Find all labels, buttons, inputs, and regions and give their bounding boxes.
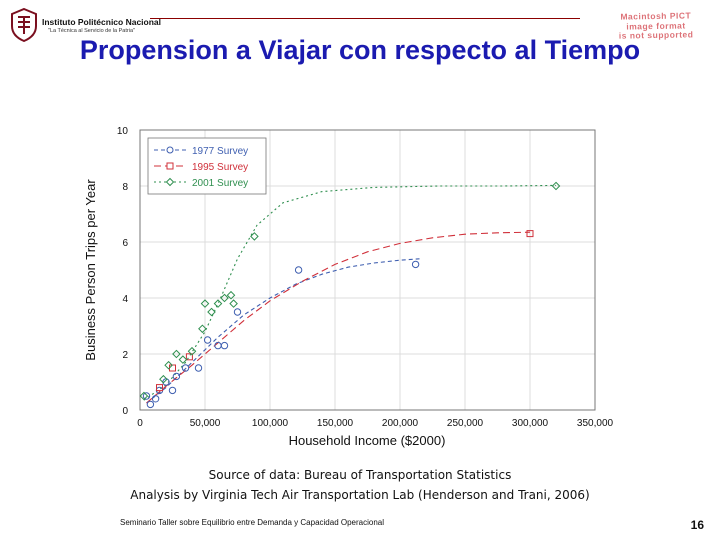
data-point-2001 bbox=[187, 346, 197, 356]
data-point-2001 bbox=[220, 293, 229, 303]
series-curve-diamond bbox=[143, 184, 557, 401]
legend-marker-square bbox=[166, 162, 174, 170]
x-tick-label: 200,000 bbox=[382, 418, 419, 429]
data-point-1995 bbox=[169, 364, 176, 372]
data-point-1977 bbox=[203, 336, 212, 344]
data-point-1977 bbox=[411, 260, 420, 269]
page-number: 16 bbox=[690, 518, 704, 532]
series-curve-circle bbox=[146, 258, 420, 404]
data-point-1977 bbox=[194, 364, 203, 372]
analysis-credit-note: Analysis by Virginia Tech Air Transporta… bbox=[130, 488, 590, 502]
data-point-1977 bbox=[220, 341, 229, 350]
data-point-2001 bbox=[198, 324, 207, 334]
legend-marker-circle bbox=[166, 146, 174, 154]
data-point-1977 bbox=[168, 386, 177, 395]
data-point-2001 bbox=[172, 349, 181, 359]
data-point-2001 bbox=[178, 355, 188, 364]
footer-seminar-name: Seminario Taller sobre Equilibrio entre … bbox=[120, 518, 384, 527]
ipn-logo: Instituto Politécnico Nacional "La Técni… bbox=[10, 8, 170, 44]
data-point-2001 bbox=[226, 290, 236, 300]
y-tick-label: 0 bbox=[122, 406, 128, 417]
data-point-1977 bbox=[294, 266, 303, 274]
chart-legend: 1977 Survey 1995 Survey 2001 Survey bbox=[147, 137, 267, 195]
legend-label: 2001 Survey bbox=[192, 178, 248, 189]
curve-layer bbox=[143, 184, 557, 404]
x-tick-label: 300,000 bbox=[512, 418, 549, 429]
x-tick-label: 50,000 bbox=[190, 418, 221, 429]
data-source-note: Source of data: Bureau of Transportation… bbox=[208, 468, 512, 482]
legend-label: 1995 Survey bbox=[192, 162, 248, 173]
data-point-1977 bbox=[142, 392, 151, 400]
data-point-2001 bbox=[551, 181, 561, 191]
data-point-1995 bbox=[526, 230, 534, 238]
x-tick-label: 350,000 bbox=[577, 418, 614, 429]
slide-title: Propension a Viajar con respecto al Tiem… bbox=[79, 35, 641, 65]
income-trips-chart: 0 50,000 100,000 150,000 200,000 250,000 300,0… bbox=[83, 126, 614, 448]
x-axis-label: Household Income ($2000) bbox=[289, 433, 446, 448]
institution-name: Instituto Politécnico Nacional bbox=[42, 17, 162, 27]
data-point-2001 bbox=[213, 299, 223, 308]
data-point-1977 bbox=[146, 400, 155, 409]
y-axis-label: Business Person Trips per Year bbox=[83, 179, 98, 361]
header-divider bbox=[150, 18, 580, 19]
y-tick-label: 8 bbox=[122, 182, 128, 193]
data-point-2001 bbox=[200, 299, 210, 308]
x-tick-label: 100,000 bbox=[252, 418, 289, 429]
data-point-1977 bbox=[172, 372, 181, 381]
y-tick-label: 2 bbox=[122, 350, 128, 361]
x-tick-label: 250,000 bbox=[447, 418, 484, 429]
point-layer bbox=[139, 181, 561, 409]
data-point-1977 bbox=[233, 308, 242, 316]
x-tick-label: 150,000 bbox=[317, 418, 354, 429]
institution-motto: "La Técnica al Servicio de la Patria" bbox=[48, 28, 135, 34]
series-curve-square bbox=[146, 231, 531, 404]
data-point-1977 bbox=[181, 364, 190, 372]
tick-layer: 0 50,000 100,000 150,000 200,000 250,000 300,0… bbox=[117, 126, 614, 429]
ipn-emblem-icon bbox=[11, 8, 37, 42]
data-point-2001 bbox=[159, 374, 168, 384]
data-point-2001 bbox=[229, 299, 238, 308]
legend-label: 1977 Survey bbox=[192, 146, 248, 157]
plot-frame bbox=[139, 129, 596, 411]
x-tick-label: 0 bbox=[137, 418, 143, 429]
legend-marker-diamond bbox=[165, 177, 175, 187]
data-point-1995 bbox=[156, 384, 163, 392]
y-tick-label: 6 bbox=[122, 238, 128, 249]
data-point-1995 bbox=[185, 353, 193, 361]
data-point-2001 bbox=[139, 391, 149, 401]
y-tick-label: 4 bbox=[122, 294, 128, 305]
y-tick-label: 10 bbox=[117, 126, 129, 137]
data-point-2001 bbox=[164, 360, 173, 370]
data-point-1977 bbox=[151, 395, 160, 403]
data-point-2001 bbox=[250, 232, 259, 241]
data-point-2001 bbox=[207, 307, 216, 317]
